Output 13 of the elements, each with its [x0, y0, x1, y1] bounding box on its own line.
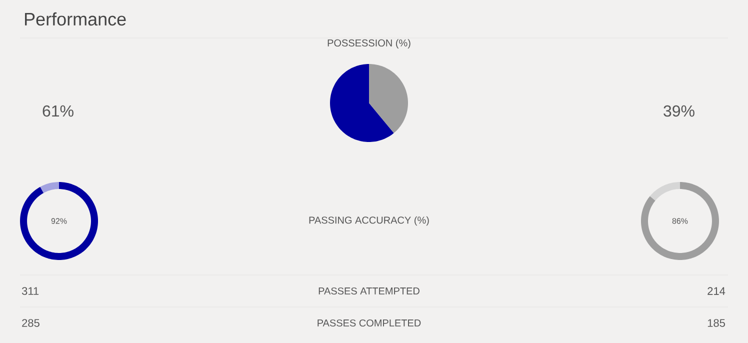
text: 311: [22, 287, 39, 295]
text: PASSING ACCURACY (%): [309, 216, 429, 226]
chart-title: POSSESSION (%): [328, 39, 410, 48]
text: 214: [708, 287, 726, 295]
text: 185: [708, 319, 725, 327]
text: Performance: [25, 12, 126, 26]
data-label: 92%: [51, 218, 67, 224]
text: PASSES ATTEMPTED: [318, 287, 420, 295]
text: 61%: [42, 105, 74, 117]
data-label: 86%: [672, 218, 688, 224]
text: 285: [22, 319, 40, 327]
text: PASSES COMPLETED: [318, 319, 421, 327]
text: 39%: [664, 105, 694, 117]
